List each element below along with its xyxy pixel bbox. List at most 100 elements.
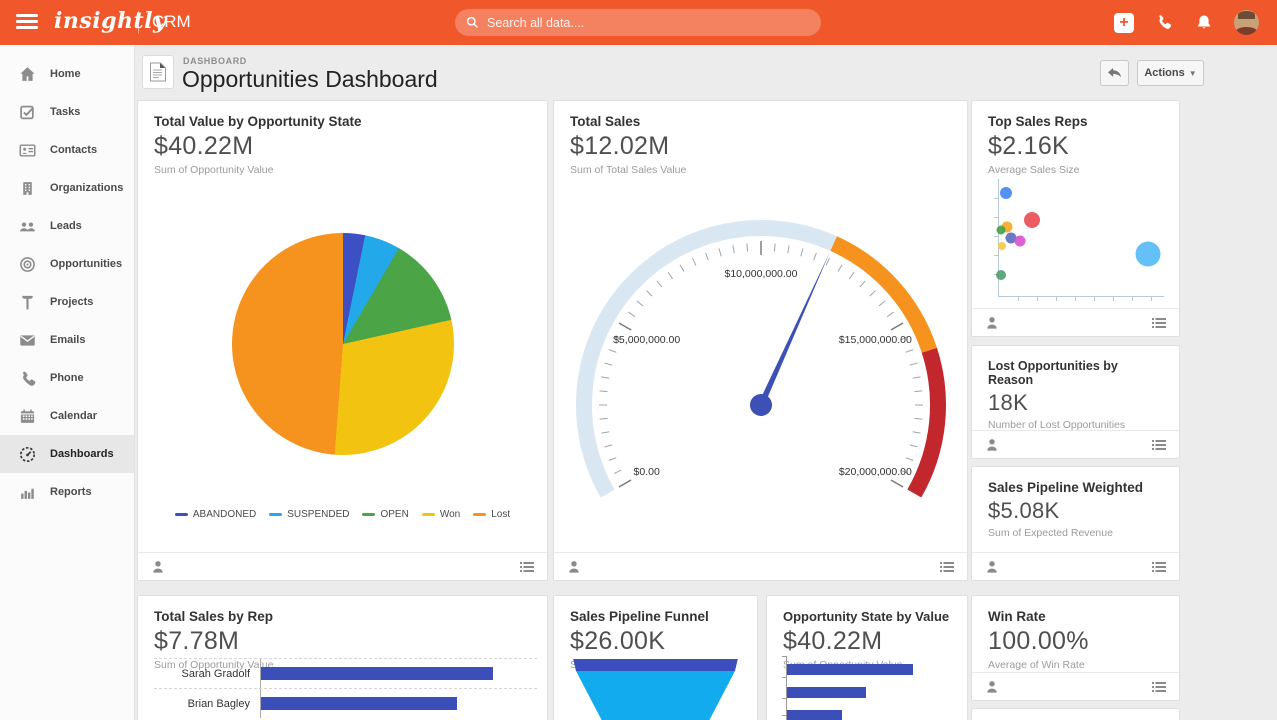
svg-text:$10,000,000.00: $10,000,000.00 xyxy=(725,268,798,280)
widget-footer xyxy=(972,308,1179,336)
sidebar-item-label: Calendar xyxy=(50,410,98,422)
bubble-point xyxy=(999,187,1012,200)
sidebar-item-leads[interactable]: Leads xyxy=(0,207,134,245)
bar xyxy=(261,667,493,680)
caret-down-icon: ▼ xyxy=(1188,68,1197,78)
person-icon[interactable] xyxy=(984,437,1000,453)
projects-icon xyxy=(22,295,33,309)
list-icon[interactable] xyxy=(519,559,535,575)
svg-text:$15,000,000.00: $15,000,000.00 xyxy=(839,334,912,346)
widget-title: Sales Pipeline Funnel xyxy=(570,609,709,624)
back-button[interactable] xyxy=(1100,60,1129,86)
person-icon[interactable] xyxy=(150,559,166,575)
legend-item-open[interactable]: OPEN xyxy=(362,509,409,520)
opportunities-icon xyxy=(20,256,35,272)
sidebar-item-calendar[interactable]: Calendar xyxy=(0,397,134,435)
list-icon[interactable] xyxy=(939,559,955,575)
widget-value: $5.08K xyxy=(988,498,1060,523)
widget-value: 18K xyxy=(988,390,1029,415)
contacts-icon xyxy=(19,143,36,157)
widget-footer xyxy=(554,552,967,580)
legend-item-lost[interactable]: Lost xyxy=(473,509,510,520)
list-icon[interactable] xyxy=(1151,437,1167,453)
legend-label: Won xyxy=(439,509,461,520)
sidebar-item-organizations[interactable]: Organizations xyxy=(0,169,134,207)
divider xyxy=(138,11,139,34)
person-icon[interactable] xyxy=(566,559,582,575)
legend-item-abandoned[interactable]: ABANDONED xyxy=(174,509,256,520)
widget-value: $2.16K xyxy=(988,132,1070,160)
widget-sales-pipeline-funnel: Sales Pipeline Funnel $26.00K Sum of Opp… xyxy=(553,595,758,720)
calendar-icon xyxy=(20,408,35,423)
widget-subtitle: Sum of Total Sales Value xyxy=(570,164,687,176)
sidebar-item-home[interactable]: Home xyxy=(0,55,134,93)
bar-row: Sarah Gradolf xyxy=(154,658,537,688)
legend-item-won[interactable]: Won xyxy=(421,509,461,520)
person-icon[interactable] xyxy=(984,559,1000,575)
widget-footer xyxy=(972,552,1179,580)
phone-icon[interactable] xyxy=(1154,13,1174,33)
bar-row: Brian Bagley xyxy=(154,688,537,718)
widget-title: Total Value by Opportunity State xyxy=(154,114,362,129)
legend-swatch xyxy=(362,513,376,516)
bubble-point xyxy=(995,269,1006,280)
widget-value: $7.78M xyxy=(154,627,240,655)
horizontal-bar-chart xyxy=(782,656,955,720)
list-icon[interactable] xyxy=(1151,559,1167,575)
person-icon[interactable] xyxy=(984,679,1000,695)
top-navigation-bar: insightly CRM + xyxy=(0,0,1277,45)
widget-title: Top Sales Reps xyxy=(988,114,1088,129)
widget-value: $26.00K xyxy=(570,627,666,655)
legend-swatch xyxy=(174,513,188,516)
hamburger-menu-icon[interactable] xyxy=(16,14,38,30)
add-new-icon[interactable]: + xyxy=(1114,12,1134,33)
sidebar-item-label: Home xyxy=(50,68,81,80)
dashboard-document-icon xyxy=(142,55,174,89)
search-input[interactable] xyxy=(455,9,821,36)
widget-title: Win Rate xyxy=(988,609,1046,624)
phone-icon xyxy=(22,371,36,386)
sidebar-item-emails[interactable]: Emails xyxy=(0,321,134,359)
sidebar-item-reports[interactable]: Reports xyxy=(0,473,134,511)
legend-item-suspended[interactable]: SUSPENDED xyxy=(269,509,349,520)
widget-total-value-by-opportunity-state: Total Value by Opportunity State $40.22M… xyxy=(137,100,548,581)
sidebar-item-label: Contacts xyxy=(50,144,98,156)
sidebar-item-tasks[interactable]: Tasks xyxy=(0,93,134,131)
widget-title: Opportunity State by Value xyxy=(783,609,950,624)
bubble-point xyxy=(1005,232,1017,243)
actions-button[interactable]: Actions ▼ xyxy=(1137,60,1204,86)
actions-label: Actions xyxy=(1144,67,1185,79)
bar xyxy=(787,687,866,698)
list-icon[interactable] xyxy=(1151,679,1167,695)
sidebar-item-label: Projects xyxy=(50,296,94,308)
horizontal-bar-chart: Sarah Gradolf Brian Bagley xyxy=(154,658,537,718)
sidebar-item-label: Reports xyxy=(50,486,92,498)
svg-text:$0.00: $0.00 xyxy=(634,466,660,478)
funnel-stage-1 xyxy=(573,659,738,671)
widget-total-sales: Total Sales $12.02M Sum of Total Sales V… xyxy=(553,100,968,581)
bar xyxy=(261,697,457,710)
bubble-point xyxy=(998,241,1007,250)
leads-icon xyxy=(20,221,35,231)
sidebar-item-label: Tasks xyxy=(50,106,81,118)
sidebar-item-contacts[interactable]: Contacts xyxy=(0,131,134,169)
sidebar-item-projects[interactable]: Projects xyxy=(0,283,134,321)
bubble-point xyxy=(996,225,1006,235)
organizations-icon xyxy=(23,181,32,195)
sidebar-item-phone[interactable]: Phone xyxy=(0,359,134,397)
widget-win-rate: Win Rate 100.00% Average of Win Rate xyxy=(971,595,1180,701)
bell-icon[interactable] xyxy=(1194,13,1214,33)
bubble-point xyxy=(1135,241,1160,267)
widget-title: Total Sales xyxy=(570,114,641,129)
user-avatar[interactable] xyxy=(1234,10,1259,35)
widget-subtitle: Sum of Opportunity Value xyxy=(154,659,274,671)
funnel-stage-2 xyxy=(576,671,735,720)
widget-partially-visible xyxy=(971,708,1180,720)
sidebar-item-dashboards[interactable]: Dashboards xyxy=(0,435,134,473)
sidebar-item-label: Phone xyxy=(50,372,84,384)
list-icon[interactable] xyxy=(1151,315,1167,331)
person-icon[interactable] xyxy=(984,315,1000,331)
bar-label: Brian Bagley xyxy=(187,697,250,710)
widget-footer xyxy=(138,552,547,580)
sidebar-item-opportunities[interactable]: Opportunities xyxy=(0,245,134,283)
